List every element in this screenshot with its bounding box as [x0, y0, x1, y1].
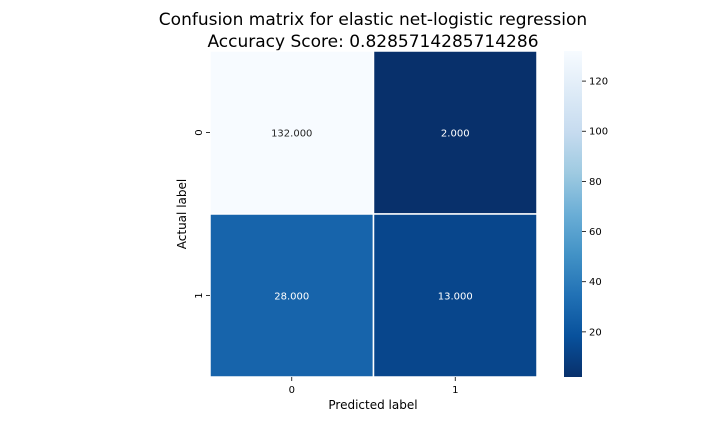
cell-value-label-0-1: 2.000 — [441, 129, 470, 140]
chart-subtitle: Accuracy Score: 0.8285714285714286 — [207, 32, 538, 52]
x-axis-label: Predicted label — [328, 398, 417, 412]
colorbar — [564, 51, 582, 377]
heatmap-cells — [209, 50, 538, 378]
y-axis-ticks: 01 — [194, 129, 210, 299]
colorbar-tick-label: 120 — [589, 77, 608, 88]
colorbar-tick-label: 100 — [589, 127, 608, 138]
colorbar-tick-label: 60 — [589, 227, 602, 238]
y-tick-label: 0 — [194, 129, 205, 135]
colorbar-tick-label: 80 — [589, 177, 602, 188]
chart-title: Confusion matrix for elastic net-logisti… — [159, 10, 587, 30]
y-axis-label: Actual label — [175, 179, 189, 249]
colorbar-tick-label: 20 — [589, 327, 602, 338]
cell-value-label-1-0: 28.000 — [274, 292, 309, 303]
heatmap-cell-0-1 — [372, 50, 538, 215]
heatmap-cell-0-0 — [209, 50, 375, 215]
x-tick-label: 1 — [452, 385, 458, 396]
heatmap-cell-1-1 — [372, 213, 538, 378]
colorbar-tick-label: 40 — [589, 277, 602, 288]
y-tick-label: 1 — [194, 292, 205, 298]
cell-value-label-1-1: 13.000 — [438, 292, 473, 303]
heatmap-cell-labels: 132.000 2.000 28.000 13.000 — [271, 129, 473, 303]
cell-value-label-0-0: 132.000 — [271, 129, 312, 140]
x-tick-label: 0 — [289, 385, 295, 396]
heatmap-cell-1-0 — [209, 213, 375, 378]
colorbar-ticks: 20 40 60 80 100 120 — [582, 77, 608, 338]
